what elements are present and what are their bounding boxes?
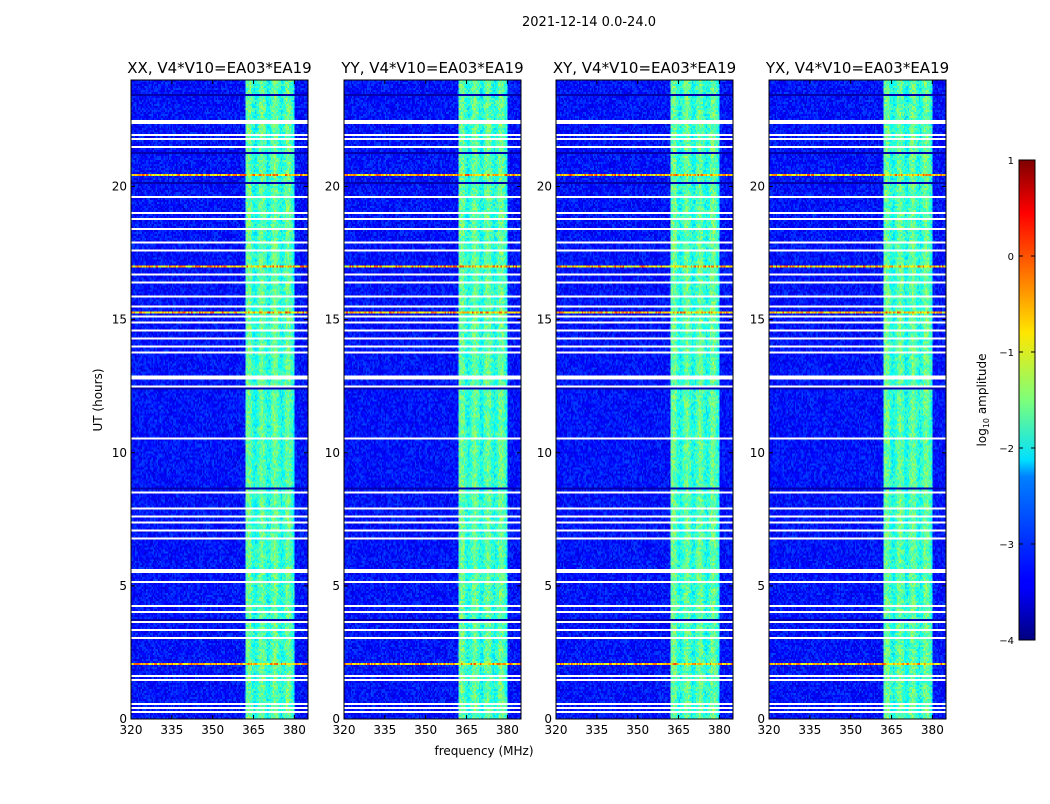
y-tick-label: 15 — [750, 313, 765, 327]
y-tick-label: 15 — [537, 313, 552, 327]
x-tick-label: 380 — [496, 723, 519, 737]
x-tick-label: 320 — [545, 723, 568, 737]
x-tick-label: 335 — [585, 723, 608, 737]
x-tick-label: 365 — [667, 723, 690, 737]
y-tick-label: 20 — [750, 180, 765, 194]
y-tick-label: 10 — [325, 446, 340, 460]
panel-title-yy: YY, V4*V10=EA03*EA19 — [340, 59, 523, 77]
y-tick-label: 20 — [537, 180, 552, 194]
y-tick-label: 5 — [332, 579, 340, 593]
panel-frame — [555, 79, 734, 720]
panel-xy: XY, V4*V10=EA03*EA19 320 335 350 365 380 0 5 10 1… — [537, 59, 736, 737]
y-tick-label: 20 — [112, 180, 127, 194]
x-tick-label: 365 — [242, 723, 265, 737]
x-tick-label: 350 — [839, 723, 862, 737]
panel-xx: XX, V4*V10=EA03*EA19 320 335 350 365 380 0 5 10 1… — [112, 59, 312, 737]
colorbar-label: log10 amplitude — [975, 354, 991, 447]
panels: XX, V4*V10=EA03*EA19 320 335 350 365 380 0 5 10 1… — [112, 59, 949, 737]
y-tick-label: 10 — [112, 446, 127, 460]
y-tick-label: 5 — [757, 579, 765, 593]
colorbar-label-rest: amplitude — [975, 354, 989, 418]
y-tick-label: 15 — [325, 313, 340, 327]
x-tick-label: 380 — [283, 723, 306, 737]
colorbar-tick-label: −3 — [999, 540, 1014, 551]
x-tick-label: 350 — [414, 723, 437, 737]
panel-frame — [130, 79, 309, 720]
colorbar-tick-label: −1 — [999, 348, 1014, 359]
y-tick-label: 20 — [325, 180, 340, 194]
y-axis-label: UT (hours) — [91, 368, 105, 431]
colorbar: 10−1−2−3−4 log10 amplitude — [975, 156, 1036, 647]
heatmap-yy — [344, 80, 521, 719]
y-tick-label: 0 — [757, 712, 765, 726]
colorbar-tick-label: 0 — [1008, 252, 1014, 263]
panel-title-xx: XX, V4*V10=EA03*EA19 — [127, 59, 311, 77]
colorbar-ticks: 1 0 −1 −2 −3 −4 — [999, 156, 1035, 647]
x-tick-label: 380 — [708, 723, 731, 737]
panel-yx: YX, V4*V10=EA03*EA19 320 335 350 365 380 0 5 10 1… — [750, 59, 949, 737]
x-axis-label: frequency (MHz) — [434, 744, 533, 758]
y-tick-label: 10 — [750, 446, 765, 460]
colorbar-tick-label: −2 — [999, 444, 1014, 455]
colorbar-tick-label: −4 — [999, 636, 1014, 647]
heatmap-xx — [131, 80, 308, 719]
y-tick-label: 0 — [332, 712, 340, 726]
y-tick-label: 5 — [544, 579, 552, 593]
colorbar-label-sub: 10 — [982, 418, 991, 428]
heatmap-yx — [769, 80, 946, 719]
y-tick-label: 0 — [544, 712, 552, 726]
x-tick-label: 350 — [201, 723, 224, 737]
x-tick-label: 335 — [160, 723, 183, 737]
x-tick-label: 320 — [333, 723, 356, 737]
y-tick-label: 5 — [119, 579, 127, 593]
x-tick-label: 365 — [455, 723, 478, 737]
x-tick-label: 365 — [880, 723, 903, 737]
x-tick-label: 350 — [626, 723, 649, 737]
y-tick-label: 10 — [537, 446, 552, 460]
panel-title-yx: YX, V4*V10=EA03*EA19 — [765, 59, 949, 77]
x-tick-label: 320 — [120, 723, 143, 737]
heatmap-xy — [556, 80, 733, 719]
x-tick-label: 380 — [921, 723, 944, 737]
panel-title-xy: XY, V4*V10=EA03*EA19 — [553, 59, 736, 77]
x-tick-label: 335 — [373, 723, 396, 737]
colorbar-tick-label: 1 — [1008, 156, 1014, 167]
y-tick-label: 0 — [119, 712, 127, 726]
x-tick-label: 335 — [798, 723, 821, 737]
panel-frame — [343, 79, 522, 720]
panel-frame — [768, 79, 947, 720]
y-tick-label: 15 — [112, 313, 127, 327]
x-tick-label: 320 — [758, 723, 781, 737]
colorbar-gradient — [1018, 159, 1036, 641]
panel-yy: YY, V4*V10=EA03*EA19 320 335 350 365 380 0 5 10 1… — [325, 59, 524, 737]
figure-suptitle: 2021-12-14 0.0-24.0 — [522, 15, 656, 30]
colorbar-label-main: log — [975, 428, 989, 446]
